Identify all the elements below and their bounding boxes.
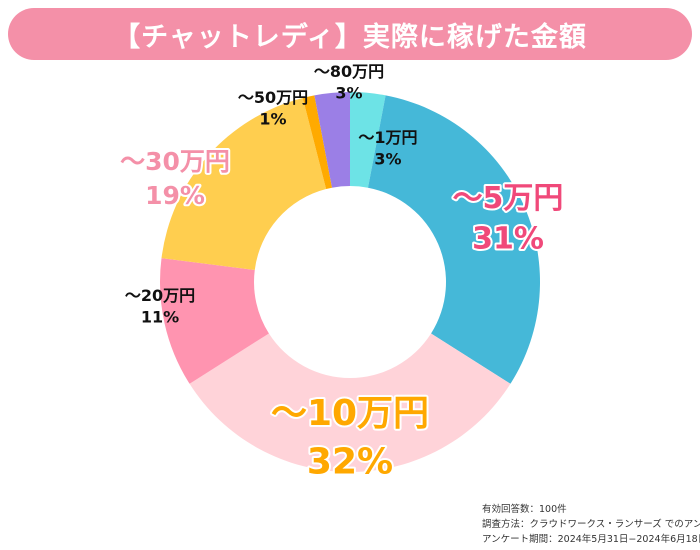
slice-2 [189,333,511,473]
chart-slices [160,92,540,473]
chart-labels: 〜1万円 3% 〜5万円 31% 〜10万円 32% 〜20万円 11% 〜30万円 19% 〜50… [118,62,565,485]
slice-label-1: 〜5万円 [453,181,564,216]
title-banner: 【チャットレディ】実際に稼げた金額 [8,8,692,60]
slice-value-0: 3% [374,150,401,169]
slice-0 [350,92,386,188]
slice-label-5: 〜50万円 [238,88,308,107]
slice-3 [160,258,269,384]
note-period: アンケート期間：2024年5月31日−2024年6月18日 [482,534,700,545]
note-method: 調査方法：クラウドワークス・ランサーズ でのアンケート [482,519,700,530]
slice-value-5: 1% [259,110,286,129]
slice-5 [302,95,333,190]
slice-value-4: 19% [145,181,205,210]
slice-label-4: 〜30万円 [120,147,230,176]
slice-value-6: 3% [335,84,362,103]
slice-label-0: 〜1万円 [358,128,417,147]
slice-value-3: 11% [141,308,179,327]
slice-6 [314,92,350,188]
survey-notes: 有効回答数：100件 調査方法：クラウドワークス・ランサーズ でのアンケート ア… [482,502,700,547]
slice-4 [161,97,327,270]
chart-title: 【チャットレディ】実際に稼げた金額 [113,21,587,53]
slice-value-1: 31% [472,222,544,257]
slice-1 [367,95,540,384]
note-respondents: 有効回答数：100件 [482,504,567,515]
slice-label-2: 〜10万円 [271,393,429,434]
slice-label-3: 〜20万円 [125,286,195,305]
slice-label-6: 〜80万円 [314,62,384,81]
slice-value-2: 32% [307,442,393,483]
